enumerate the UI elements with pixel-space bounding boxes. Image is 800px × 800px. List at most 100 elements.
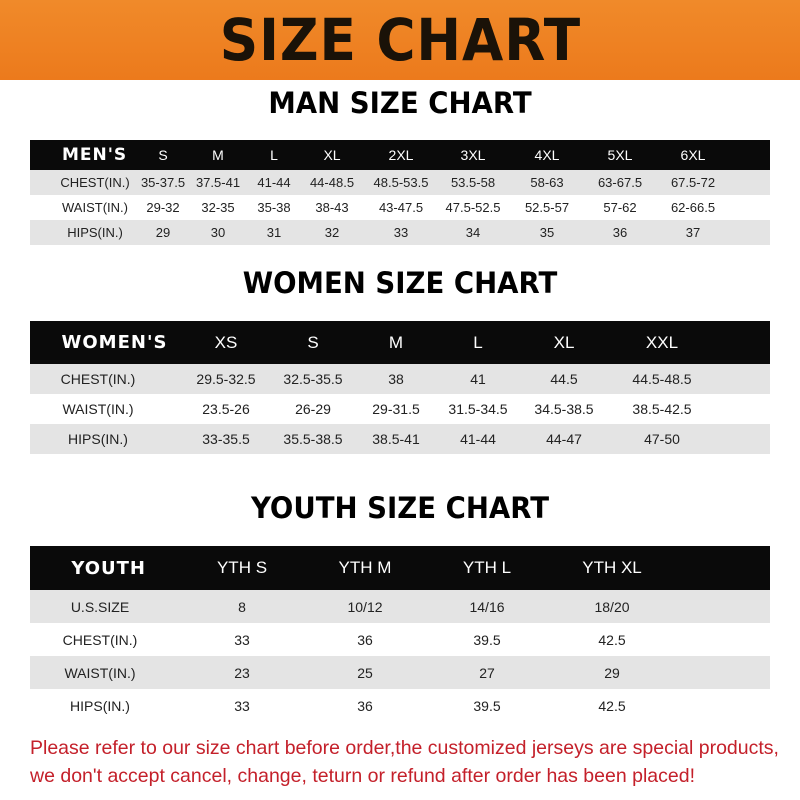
table-cell: 38.5-42.5: [632, 401, 692, 417]
table-cell: 63-67.5: [597, 175, 643, 190]
men-size-table: MEN'S S M L XL 2XL 3XL 4XL 5XL 6XL CHEST(IN.) 35-37…: [30, 140, 770, 245]
table-cell: 26-29: [295, 401, 331, 417]
notice-line-2: we don't accept cancel, change, teturn o…: [30, 765, 695, 787]
table-cell: 36: [357, 697, 373, 714]
men-header-row: MEN'S S M L XL 2XL 3XL 4XL 5XL 6XL: [30, 140, 770, 170]
table-cell: 25: [357, 664, 373, 681]
men-section-title: MAN SIZE CHART: [268, 86, 532, 120]
table-cell: 52.5-57: [524, 200, 570, 215]
men-corner-label: MEN'S: [61, 145, 128, 165]
table-row: WAIST(IN.) 23 25 27 29: [30, 656, 770, 689]
table-cell: 35: [539, 225, 555, 240]
banner-title: SIZE CHART: [219, 6, 581, 74]
size-header: M: [212, 147, 224, 163]
youth-corner-label: YOUTH: [71, 557, 146, 579]
table-cell: 32: [324, 225, 340, 240]
women-corner-label: WOMEN'S: [61, 332, 168, 353]
table-cell: 44-47: [546, 431, 582, 447]
notice-line-1: Please refer to our size chart before or…: [30, 737, 779, 759]
table-cell: 31: [266, 225, 282, 240]
size-header: YTH M: [338, 558, 392, 577]
table-cell: 38.5-41: [372, 431, 420, 447]
table-cell: 29.5-32.5: [196, 371, 256, 387]
size-header: S: [158, 147, 168, 163]
table-row: CHEST(IN.) 35-37.5 37.5-41 41-44 44-48.5 48.5…: [30, 170, 770, 195]
table-cell: 53.5-58: [450, 175, 496, 190]
table-cell: 33: [234, 631, 250, 648]
size-header: 4XL: [534, 147, 560, 163]
table-cell: 41-44: [460, 431, 496, 447]
table-cell: 44-48.5: [309, 175, 355, 190]
row-label: WAIST(IN.): [64, 664, 136, 681]
table-cell: 29-31.5: [372, 401, 420, 417]
youth-size-table: YOUTH YTH S YTH M YTH L YTH XL U.S.SIZE 8 10/12…: [30, 546, 770, 722]
table-cell: 33: [393, 225, 409, 240]
size-header: L: [270, 147, 278, 163]
row-label: U.S.SIZE: [70, 598, 130, 615]
table-cell: 42.5: [598, 697, 626, 714]
size-header: L: [473, 332, 483, 352]
size-header: YTH XL: [582, 558, 642, 577]
table-cell: 38-43: [315, 200, 349, 215]
youth-header-row: YOUTH YTH S YTH M YTH L YTH XL: [30, 546, 770, 590]
row-label: HIPS(IN.): [67, 225, 123, 240]
table-cell: 67.5-72: [670, 175, 716, 190]
table-cell: 44.5-48.5: [632, 371, 692, 387]
size-header: XL: [323, 147, 341, 163]
table-cell: 39.5: [473, 631, 501, 648]
row-label: WAIST(IN.): [62, 200, 128, 215]
table-row: HIPS(IN.) 33-35.5 35.5-38.5 38.5-41 41-44 44-…: [30, 424, 770, 454]
table-cell: 30: [210, 225, 226, 240]
table-cell: 29-32: [146, 200, 180, 215]
size-header: YTH L: [462, 558, 512, 577]
table-cell: 47-50: [644, 431, 680, 447]
table-cell: 8: [238, 598, 246, 615]
table-cell: 10/12: [347, 598, 383, 615]
table-row: WAIST(IN.) 23.5-26 26-29 29-31.5 31.5-34.5 34…: [30, 394, 770, 424]
table-cell: 34: [465, 225, 481, 240]
table-row: U.S.SIZE 8 10/12 14/16 18/20: [30, 590, 770, 623]
table-cell: 35-37.5: [140, 175, 186, 190]
table-cell: 34.5-38.5: [534, 401, 594, 417]
table-cell: 35.5-38.5: [283, 431, 343, 447]
table-cell: 48.5-53.5: [373, 175, 429, 190]
table-cell: 32-35: [201, 200, 235, 215]
table-row: HIPS(IN.) 29 30 31 32 33 34 35 36 37: [30, 220, 770, 245]
size-header: YTH S: [216, 558, 268, 577]
size-header: 6XL: [680, 147, 706, 163]
size-header: XXL: [645, 332, 679, 352]
table-cell: 36: [612, 225, 628, 240]
table-cell: 29: [604, 664, 620, 681]
table-cell: 42.5: [598, 631, 626, 648]
table-cell: 14/16: [469, 598, 505, 615]
size-header: 3XL: [460, 147, 486, 163]
table-cell: 57-62: [603, 200, 637, 215]
row-label: HIPS(IN.): [70, 697, 130, 714]
table-cell: 44.5: [550, 371, 578, 387]
row-label: CHEST(IN.): [60, 175, 130, 190]
size-header: 5XL: [607, 147, 633, 163]
table-cell: 43-47.5: [378, 200, 424, 215]
table-cell: 62-66.5: [670, 200, 716, 215]
row-label: CHEST(IN.): [62, 631, 138, 648]
table-cell: 23.5-26: [202, 401, 250, 417]
table-cell: 47.5-52.5: [445, 200, 501, 215]
table-cell: 41: [470, 371, 486, 387]
row-label: CHEST(IN.): [60, 371, 136, 387]
table-cell: 35-38: [257, 200, 291, 215]
table-row: CHEST(IN.) 29.5-32.5 32.5-35.5 38 41 44.5 44.5…: [30, 364, 770, 394]
table-cell: 36: [357, 631, 373, 648]
size-header: XL: [553, 332, 575, 352]
table-cell: 33-35.5: [202, 431, 250, 447]
size-header: 2XL: [388, 147, 414, 163]
banner: SIZE CHART: [0, 0, 800, 80]
table-row: WAIST(IN.) 29-32 32-35 35-38 38-43 43-47.5 47.…: [30, 195, 770, 220]
size-header: M: [388, 332, 404, 352]
table-cell: 29: [155, 225, 171, 240]
table-cell: 27: [479, 664, 495, 681]
row-label: WAIST(IN.): [62, 401, 134, 417]
size-header: S: [307, 332, 319, 352]
table-cell: 32.5-35.5: [283, 371, 343, 387]
row-label: HIPS(IN.): [68, 431, 128, 447]
table-cell: 41-44: [257, 175, 291, 190]
